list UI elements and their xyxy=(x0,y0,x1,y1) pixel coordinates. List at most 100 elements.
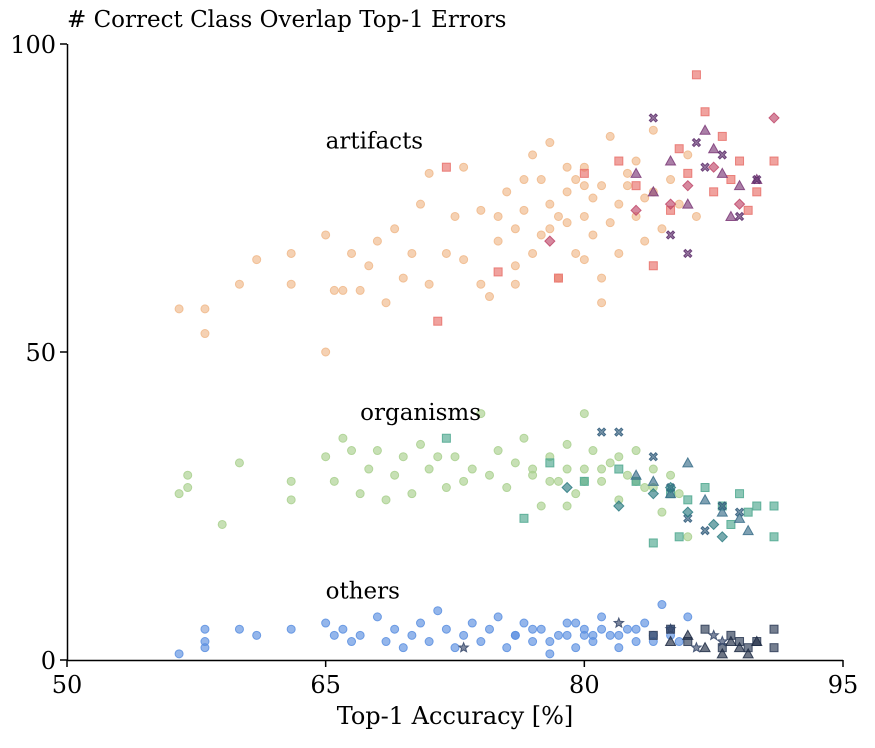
point-artifacts-triangle-2-3 xyxy=(681,198,694,209)
point-others-circle-10-39 xyxy=(605,630,615,640)
point-artifacts-circle-0-49 xyxy=(614,199,624,209)
point-organisms-circle-5-10 xyxy=(347,446,357,456)
point-others-square-11-9 xyxy=(769,624,779,634)
point-artifacts-circle-0-70 xyxy=(579,181,589,191)
point-others-square-11-10 xyxy=(769,643,779,653)
point-organisms-circle-5-30 xyxy=(519,433,529,443)
point-artifacts-circle-0-45 xyxy=(588,230,598,240)
point-others-circle-10-35 xyxy=(571,643,581,653)
point-others-circle-10-8 xyxy=(329,630,339,640)
point-organisms-cross-7-2 xyxy=(648,452,659,462)
point-artifacts-circle-0-23 xyxy=(450,211,460,221)
point-organisms-circle-5-12 xyxy=(364,464,374,474)
point-artifacts-triangle-2-1 xyxy=(647,185,660,197)
point-others-circle-10-43 xyxy=(640,618,650,628)
point-organisms-circle-5-55 xyxy=(597,464,607,474)
point-artifacts-circle-0-62 xyxy=(519,205,529,215)
point-organisms-circle-5-37 xyxy=(579,464,589,474)
point-organisms-circle-5-41 xyxy=(605,458,615,468)
point-organisms-circle-5-29 xyxy=(510,458,520,468)
point-artifacts-circle-0-60 xyxy=(683,150,693,160)
point-others-circle-10-3 xyxy=(200,643,210,653)
point-organisms-diamond-9-3 xyxy=(664,481,677,494)
point-organisms-circle-5-34 xyxy=(553,476,563,486)
point-artifacts-circle-0-40 xyxy=(562,218,572,228)
point-artifacts-square-1-13 xyxy=(717,131,727,141)
point-organisms-circle-5-5 xyxy=(286,495,296,505)
point-others-circle-10-11 xyxy=(355,630,365,640)
point-organisms-diamond-9-2 xyxy=(647,487,660,500)
point-organisms-circle-5-48 xyxy=(666,470,676,480)
point-organisms-cross-7-7 xyxy=(734,507,745,517)
point-others-star-13-5 xyxy=(716,635,729,647)
y-tick-label-2: 100 xyxy=(10,31,56,59)
point-artifacts-cross-3-3 xyxy=(700,162,710,172)
point-artifacts-circle-0-44 xyxy=(579,211,589,221)
point-organisms-circle-5-44 xyxy=(631,446,641,456)
point-others-circle-10-14 xyxy=(390,624,400,634)
point-organisms-circle-5-2 xyxy=(183,483,193,493)
point-others-circle-10-15 xyxy=(398,643,408,653)
point-others-triangle-12-3 xyxy=(716,647,729,659)
point-organisms-circle-5-39 xyxy=(588,446,598,456)
point-others-circle-10-55 xyxy=(614,630,624,640)
point-artifacts-circle-0-64 xyxy=(553,211,563,221)
point-others-circle-10-47 xyxy=(674,637,684,647)
point-others-circle-10-6 xyxy=(286,624,296,634)
point-organisms-circle-5-14 xyxy=(381,495,391,505)
point-artifacts-circle-0-10 xyxy=(338,285,348,295)
point-organisms-circle-5-40 xyxy=(597,476,607,486)
point-artifacts-circle-0-2 xyxy=(200,329,210,339)
point-organisms-square-6-15 xyxy=(674,532,684,542)
point-organisms-circle-5-19 xyxy=(424,464,434,474)
point-artifacts-circle-0-21 xyxy=(424,168,434,178)
point-artifacts-circle-0-41 xyxy=(562,187,572,197)
point-organisms-square-6-6 xyxy=(683,495,693,505)
point-artifacts-circle-0-20 xyxy=(424,279,434,289)
point-artifacts-circle-0-72 xyxy=(545,224,555,234)
point-artifacts-square-1-7 xyxy=(648,261,658,271)
point-organisms-circle-5-53 xyxy=(562,464,572,474)
point-others-circle-10-51 xyxy=(545,637,555,647)
point-others-circle-10-10 xyxy=(347,637,357,647)
point-artifacts-circle-0-19 xyxy=(416,199,426,209)
point-others-circle-10-24 xyxy=(476,637,486,647)
point-artifacts-cross-3-5 xyxy=(734,211,745,222)
point-others-star-13-0 xyxy=(457,641,470,653)
point-artifacts-cross-3-4 xyxy=(717,150,727,160)
point-organisms-square-6-9 xyxy=(726,519,736,529)
point-organisms-square-6-0 xyxy=(441,433,451,443)
point-artifacts-circle-0-76 xyxy=(579,255,589,265)
point-artifacts-circle-0-54 xyxy=(640,236,650,246)
point-artifacts-circle-0-66 xyxy=(588,193,598,203)
point-organisms-circle-5-15 xyxy=(390,470,400,480)
point-organisms-circle-5-32 xyxy=(536,501,546,511)
point-organisms-triangle-8-4 xyxy=(699,493,711,505)
point-artifacts-circle-0-75 xyxy=(493,211,503,221)
point-organisms-circle-5-23 xyxy=(459,476,469,486)
point-artifacts-square-1-3 xyxy=(553,273,563,283)
point-artifacts-square-1-16 xyxy=(743,205,753,215)
annotation-artifacts: artifacts xyxy=(326,129,423,155)
point-artifacts-circle-0-1 xyxy=(200,304,210,314)
point-others-circle-10-52 xyxy=(562,630,572,640)
point-others-circle-10-21 xyxy=(450,643,460,653)
point-organisms-circle-5-28 xyxy=(502,483,512,493)
point-others-circle-10-26 xyxy=(493,612,503,622)
point-artifacts-square-1-1 xyxy=(433,316,443,326)
point-artifacts-circle-0-16 xyxy=(390,224,400,234)
point-artifacts-circle-0-46 xyxy=(597,181,607,191)
point-organisms-circle-5-45 xyxy=(640,483,650,493)
point-organisms-circle-5-7 xyxy=(321,452,331,462)
point-organisms-cross-7-6 xyxy=(717,501,727,511)
point-artifacts-circle-0-53 xyxy=(631,156,641,166)
point-artifacts-circle-0-42 xyxy=(571,248,581,258)
point-others-circle-10-48 xyxy=(683,612,693,622)
point-artifacts-square-1-19 xyxy=(691,70,701,80)
point-others-circle-10-59 xyxy=(571,618,581,628)
point-others-circle-10-18 xyxy=(424,637,434,647)
point-others-circle-10-16 xyxy=(407,630,417,640)
point-others-circle-10-33 xyxy=(553,630,563,640)
point-artifacts-circle-0-47 xyxy=(597,273,607,283)
point-artifacts-circle-0-38 xyxy=(545,138,555,148)
